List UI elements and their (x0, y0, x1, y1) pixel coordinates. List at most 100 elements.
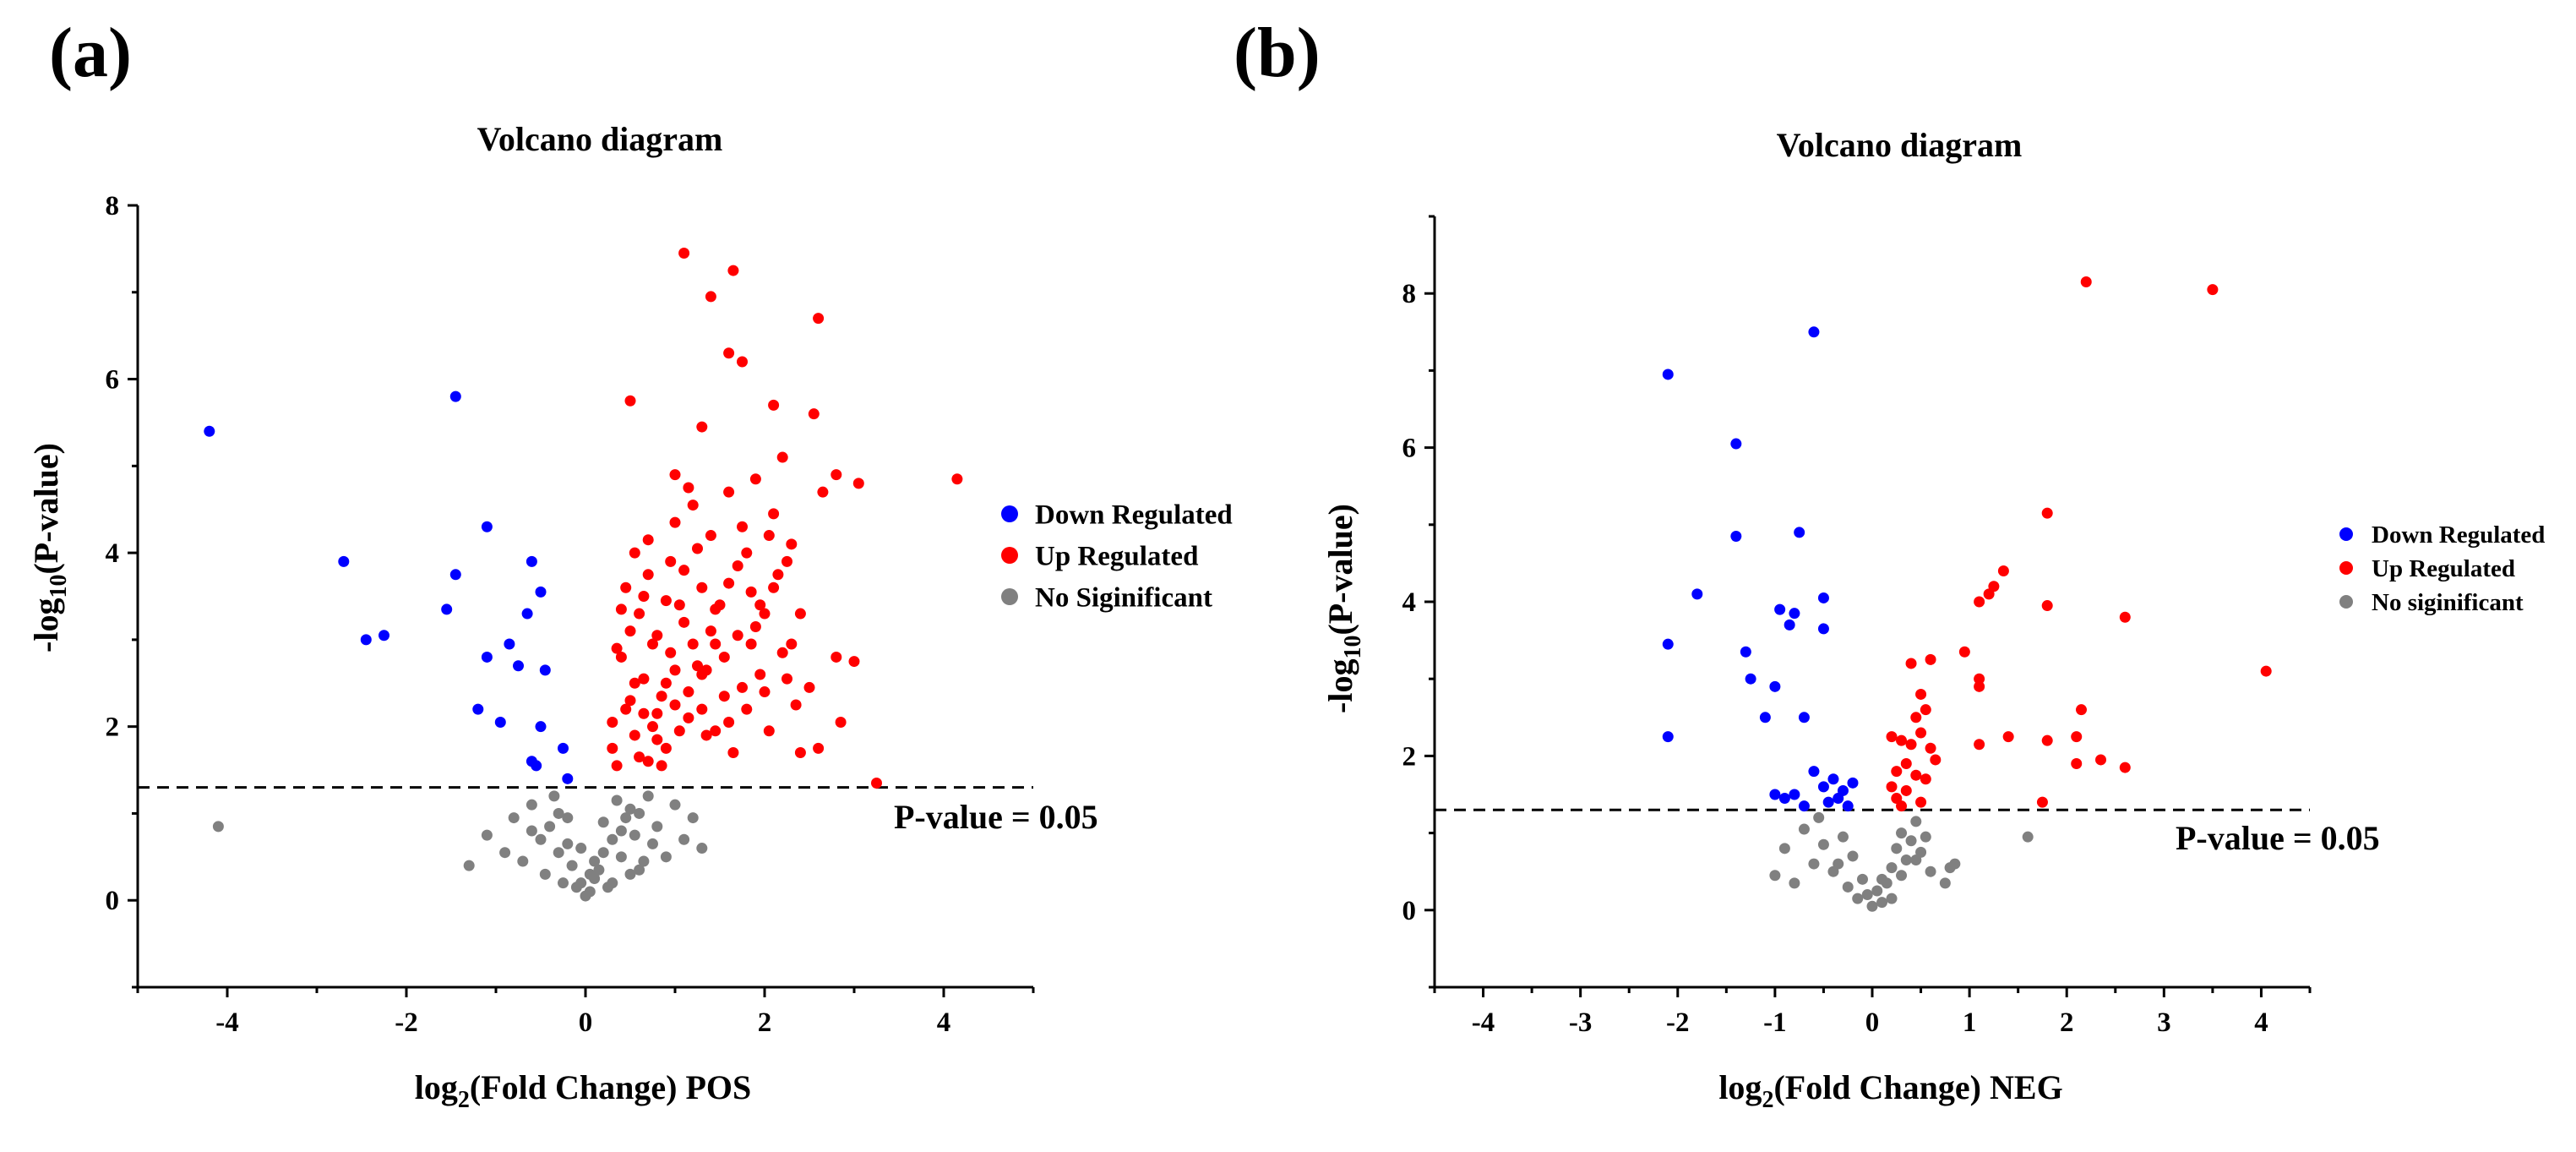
data-point (517, 855, 529, 867)
data-point (634, 807, 645, 819)
data-point (808, 408, 820, 420)
legend-a: Down Regulated Up Regulated No Siginifican… (1001, 500, 1233, 614)
data-point (607, 877, 618, 889)
data-point (642, 534, 654, 546)
data-point (1886, 862, 1898, 874)
data-point (360, 634, 372, 646)
data-point (544, 821, 556, 833)
x-tick-label: 4 (2254, 1007, 2268, 1038)
data-point (539, 868, 551, 880)
legend-label: Down Regulated (1035, 500, 1233, 531)
data-point (794, 747, 806, 758)
data-point (669, 799, 681, 811)
data-point (678, 248, 690, 259)
data-point (1910, 769, 1922, 781)
data-point (638, 707, 650, 719)
data-point (1778, 843, 1790, 854)
y-tick-label: 4 (1402, 587, 1417, 618)
data-point (629, 547, 640, 559)
data-point (687, 812, 699, 824)
y-tick-label: 8 (1402, 279, 1417, 309)
data-point (813, 742, 825, 754)
data-point (1997, 565, 2009, 577)
data-point (718, 691, 730, 702)
data-point (1949, 858, 1961, 870)
data-point (741, 547, 753, 559)
data-point (1730, 530, 1742, 542)
data-point (1691, 588, 1703, 600)
data-point (1920, 704, 1931, 716)
data-point (1798, 800, 1810, 812)
data-point (1813, 811, 1825, 823)
data-point (562, 812, 574, 824)
data-point (768, 581, 780, 593)
legend-marker (1001, 588, 1018, 605)
data-point (782, 673, 792, 685)
data-point (1920, 831, 1931, 843)
data-point (651, 821, 663, 833)
data-point (705, 625, 716, 637)
data-point (1896, 734, 1908, 746)
data-point (642, 569, 654, 581)
data-point (584, 886, 596, 898)
x-tick-label: 2 (2060, 1007, 2074, 1038)
data-point (615, 825, 627, 837)
data-point (1798, 712, 1810, 723)
data-point (737, 521, 748, 532)
data-point (1974, 596, 1985, 608)
data-point (651, 734, 663, 745)
data-point (539, 664, 551, 676)
data-point (817, 486, 829, 498)
data-point (575, 843, 587, 854)
data-point (642, 756, 654, 767)
data-point (494, 717, 506, 729)
data-point (2119, 611, 2131, 623)
data-point (553, 807, 564, 819)
data-point (1817, 838, 1829, 850)
data-point (2095, 754, 2107, 766)
data-point (1925, 742, 1936, 754)
data-point (449, 390, 461, 402)
data-point (1808, 766, 1820, 778)
data-point (1774, 603, 1786, 615)
data-point (521, 608, 533, 620)
threshold-label-a: P-value = 0.05 (894, 798, 1098, 836)
data-point (669, 469, 681, 481)
data-point (1662, 638, 1674, 650)
panel-label-b: (b) (1234, 14, 1321, 92)
data-point (620, 703, 632, 715)
data-point (1769, 789, 1781, 800)
data-point (1842, 881, 1854, 893)
data-point (1891, 793, 1903, 805)
data-point (696, 581, 708, 593)
x-axis-label-a: log2(Fold Change) POS (415, 1068, 751, 1113)
data-point (794, 608, 806, 620)
data-point (741, 703, 753, 715)
data-point (1817, 592, 1829, 603)
data-point (647, 721, 658, 733)
data-point (2119, 762, 2131, 773)
data-point (1852, 893, 1864, 904)
data-point (1842, 800, 1854, 812)
data-point (1808, 858, 1820, 870)
data-point (673, 599, 685, 611)
data-point (665, 555, 677, 567)
data-point (831, 469, 842, 481)
data-point (615, 603, 627, 615)
data-point (710, 638, 722, 650)
data-point (1958, 646, 1970, 658)
data-point (634, 751, 645, 763)
panel-label-a: (a) (49, 14, 132, 92)
data-point (624, 868, 636, 880)
data-point (705, 530, 716, 542)
data-point (2036, 796, 2048, 808)
data-point (665, 647, 677, 658)
data-point (759, 686, 771, 698)
data-point (535, 833, 547, 845)
data-point (1920, 773, 1931, 785)
data-point (1896, 827, 1908, 839)
data-point (481, 829, 493, 841)
data-point (790, 699, 802, 711)
data-point (638, 673, 650, 685)
